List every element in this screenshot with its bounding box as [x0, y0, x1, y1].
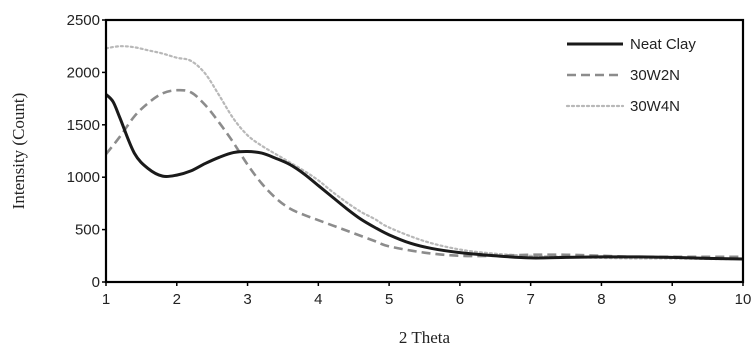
y-axis-title: Intensity (Count): [9, 93, 28, 210]
y-tick-label: 1000: [67, 169, 100, 186]
plot-area-frame: [106, 20, 743, 282]
x-tick-label: 1: [102, 291, 110, 308]
legend-label: 30W2N: [630, 67, 680, 84]
y-tick-label: 1500: [67, 117, 100, 134]
x-tick-labels: 1 2 3 4 5 6 7 8 9 10: [102, 291, 752, 308]
x-tick-label: 2: [173, 291, 181, 308]
y-tick-labels: 0 500 1000 1500 2000 2500: [67, 12, 100, 291]
series-line-30w2n: [106, 90, 743, 257]
x-tick-label: 9: [668, 291, 676, 308]
legend-label: 30W4N: [630, 98, 680, 115]
x-tick-label: 6: [456, 291, 464, 308]
x-tick-label: 4: [314, 291, 322, 308]
y-tick-label: 500: [75, 222, 100, 239]
x-tick-label: 8: [597, 291, 605, 308]
legend: Neat Clay 30W2N 30W4N: [567, 36, 696, 115]
legend-label: Neat Clay: [630, 36, 696, 53]
x-tick-label: 3: [243, 291, 251, 308]
y-tick-label: 2500: [67, 12, 100, 29]
y-tick-label: 0: [92, 274, 100, 291]
series-line-neat-clay: [106, 94, 743, 259]
x-tick-label: 10: [735, 291, 752, 308]
x-tick-label: 7: [526, 291, 534, 308]
y-tick-label: 2000: [67, 64, 100, 81]
x-axis-title: 2 Theta: [399, 328, 451, 347]
x-tick-label: 5: [385, 291, 393, 308]
